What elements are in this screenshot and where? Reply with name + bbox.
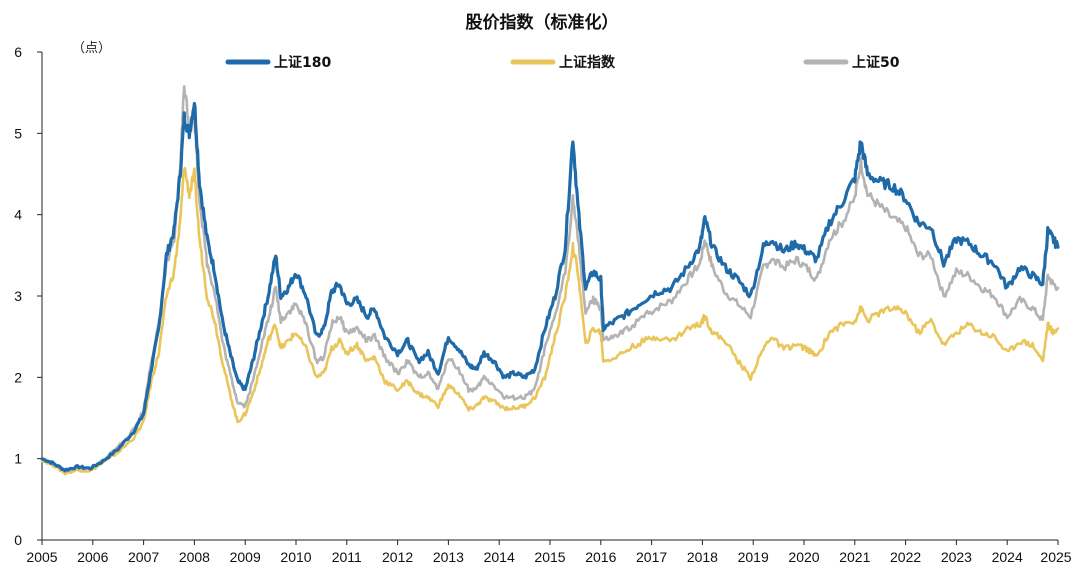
x-tick-label: 2025 <box>1040 549 1071 565</box>
x-tick-label: 2011 <box>332 549 362 565</box>
x-tick-label: 2008 <box>179 549 210 565</box>
x-tick-label: 2014 <box>484 549 515 565</box>
x-tick-label: 2007 <box>128 549 159 565</box>
axes: 0 1 2 3 4 5 6 2005 2006 2007 2008 2009 2010 2011 2012 2… <box>14 44 1072 565</box>
series-line-3 <box>40 85 1060 473</box>
x-tick-label: 2019 <box>738 549 769 565</box>
y-tick-label: 5 <box>14 125 22 141</box>
x-tick-label: 2023 <box>941 549 972 565</box>
x-tick-label: 2005 <box>26 549 57 565</box>
x-tick-label: 2010 <box>280 549 311 565</box>
chart-title: 股价指数（标准化） <box>466 12 619 33</box>
y-tick-label: 6 <box>14 44 22 60</box>
series-line-1 <box>40 101 1060 473</box>
legend-label-1: 上证180 <box>274 55 331 71</box>
x-tick-label: 2015 <box>534 549 565 565</box>
legend: 上证180 上证指数 上证50 <box>225 54 900 71</box>
series-line-2 <box>40 166 1060 476</box>
x-tick-label: 2012 <box>382 549 413 565</box>
x-tick-label: 2006 <box>77 549 108 565</box>
series-group <box>40 85 1060 476</box>
x-tick-label: 2022 <box>890 549 921 565</box>
x-tick-label: 2016 <box>585 549 616 565</box>
legend-label-3: 上证50 <box>852 55 900 71</box>
y-axis-unit: （点） <box>72 41 111 56</box>
legend-label-2: 上证指数 <box>559 54 616 71</box>
x-tick-label: 2024 <box>992 549 1023 565</box>
y-tick-label: 0 <box>14 532 22 548</box>
x-tick-label: 2009 <box>230 549 261 565</box>
x-tick-label: 2020 <box>788 549 819 565</box>
y-tick-label: 3 <box>14 288 22 304</box>
x-tick-label: 2018 <box>687 549 718 565</box>
x-tick-label: 2021 <box>839 549 870 565</box>
y-tick-label: 4 <box>14 207 22 223</box>
y-tick-label: 2 <box>14 369 22 385</box>
y-tick-label: 1 <box>14 451 22 467</box>
x-tick-label: 2013 <box>433 549 464 565</box>
x-tick-label: 2017 <box>636 549 667 565</box>
